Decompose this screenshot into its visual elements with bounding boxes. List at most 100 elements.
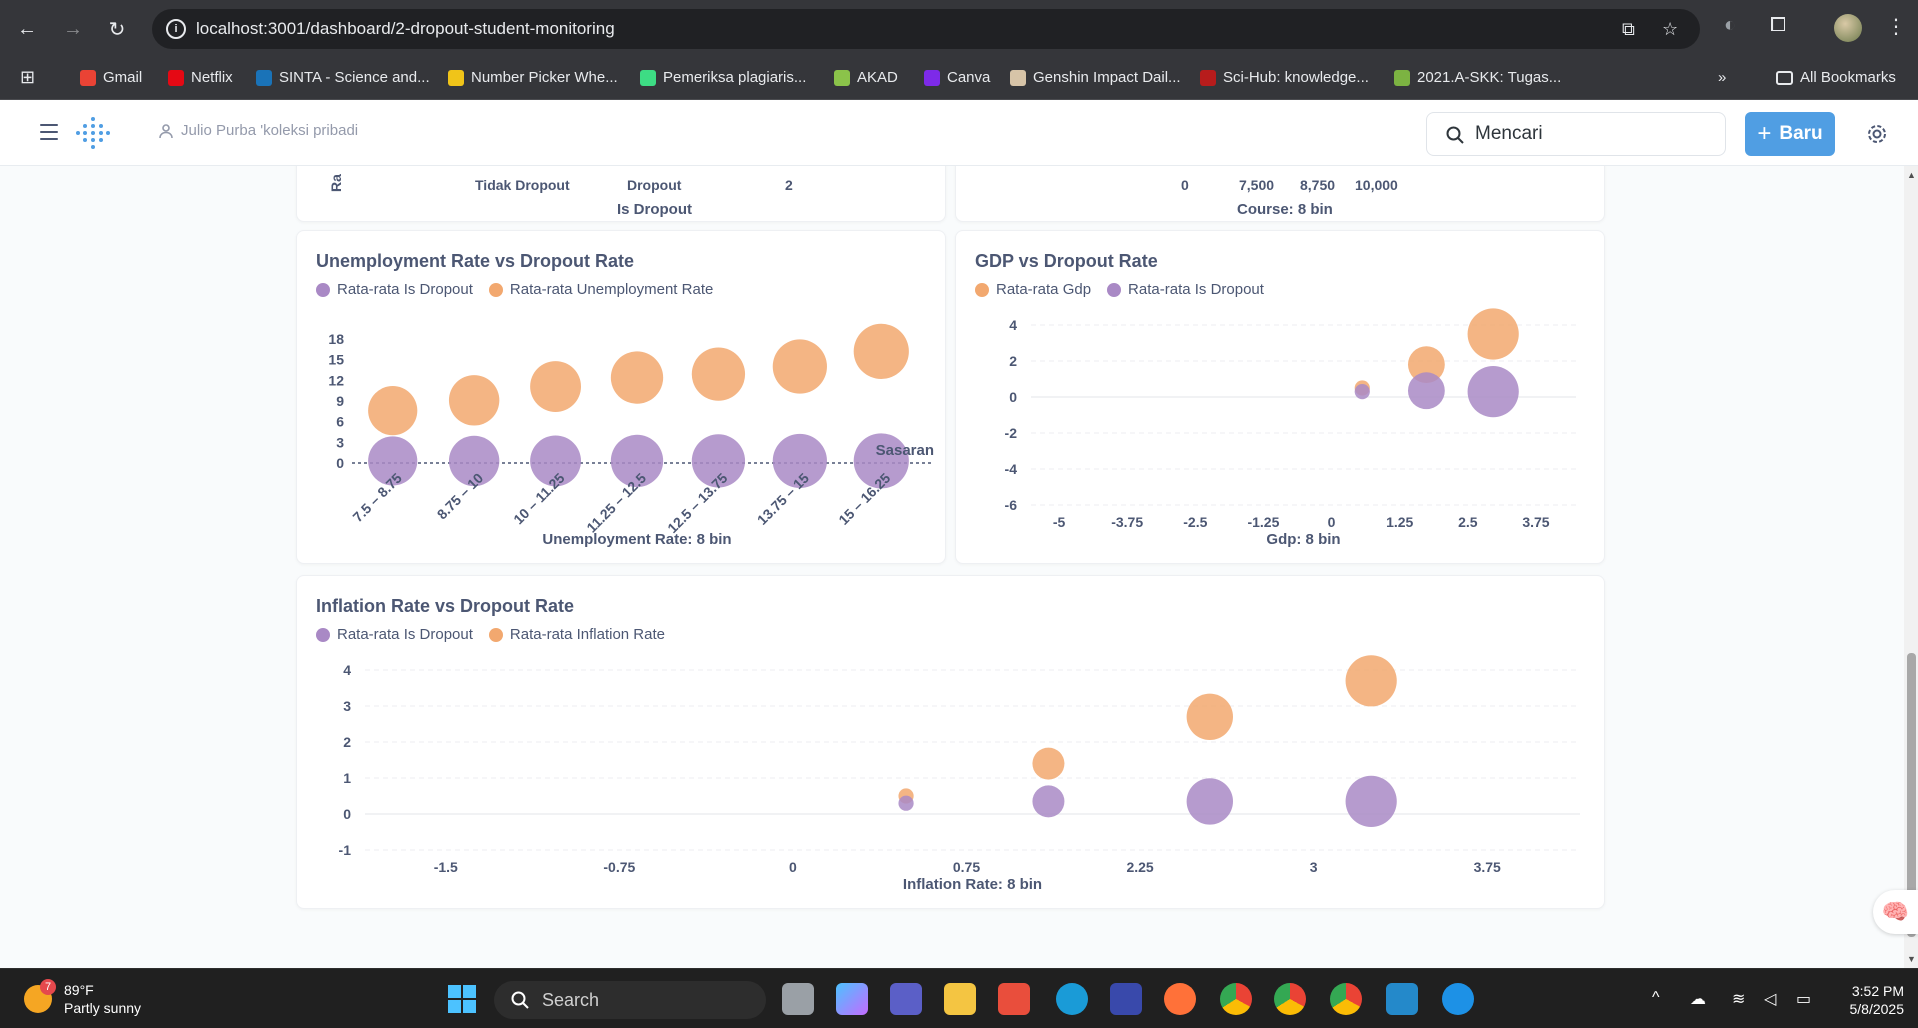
legend-item[interactable]: Rata-rata Inflation Rate — [488, 626, 665, 643]
y-tick-label: 4 — [343, 662, 351, 678]
chart-title[interactable]: GDP vs Dropout Rate — [975, 251, 1158, 271]
legend-item[interactable]: Rata-rata Is Dropout — [316, 626, 473, 643]
bookmark-label: Canva — [947, 69, 991, 86]
bookmark-item[interactable]: 2021.A-SKK: Tugas... — [1394, 69, 1561, 86]
bookmark-favicon-icon — [1200, 69, 1216, 86]
bookmark-item[interactable]: Pemeriksa plagiaris... — [640, 69, 806, 86]
goal-label: Sasaran — [876, 442, 934, 459]
extensions-puzzle-icon[interactable]: ⧠ — [1770, 14, 1786, 36]
bookmark-item[interactable]: AKAD — [834, 69, 898, 86]
file-explorer-icon[interactable] — [944, 983, 976, 1015]
vscode-icon[interactable] — [1386, 983, 1418, 1015]
legend-label: Rata-rata Gdp — [996, 281, 1092, 298]
chart-title[interactable]: Unemployment Rate vs Dropout Rate — [316, 251, 635, 271]
person-icon — [159, 123, 173, 138]
new-button[interactable]: + Baru — [1745, 112, 1835, 156]
gear-icon[interactable] — [1865, 122, 1889, 146]
more-bookmarks-icon[interactable]: » — [1718, 69, 1727, 86]
x-tick-label: -5 — [1053, 514, 1066, 530]
chrome-icon[interactable] — [1274, 983, 1306, 1015]
edge-icon[interactable] — [1056, 983, 1088, 1015]
unemployment-chart-card[interactable]: Unemployment Rate vs Dropout Rate Rata-r… — [296, 230, 946, 564]
search-input[interactable]: Mencari — [1426, 112, 1726, 156]
logo-dot — [99, 131, 103, 135]
onedrive-icon[interactable]: ☁ — [1690, 991, 1706, 1008]
forward-icon[interactable]: → — [63, 17, 83, 40]
copilot-icon[interactable] — [836, 983, 868, 1015]
y-tick-label: 9 — [336, 393, 344, 409]
dashboard-content: Ra Tidak Dropout Dropout 2 Is Dropout 0 … — [0, 166, 1904, 968]
star-icon[interactable]: ☆ — [1662, 19, 1679, 39]
legend-dot — [488, 627, 503, 642]
clock[interactable]: 3:52 PM 5/8/2025 — [1834, 982, 1905, 1018]
wifi-icon[interactable]: ≋ — [1732, 991, 1746, 1008]
bubble-point — [853, 323, 909, 379]
battery-icon[interactable]: ▭ — [1796, 991, 1812, 1008]
x-tick-label: 2.5 — [1458, 514, 1478, 530]
bookmark-item[interactable]: SINTA - Science and... — [256, 69, 430, 86]
legend-label: Rata-rata Inflation Rate — [509, 626, 665, 643]
task-view-icon[interactable] — [782, 983, 814, 1015]
extension-icon[interactable]: ◐ — [1724, 14, 1737, 36]
partial-tick: 8,750 — [1300, 177, 1336, 193]
logo-icon[interactable] — [76, 117, 110, 149]
hamburger-menu-icon[interactable] — [40, 124, 58, 140]
scroll-up-icon[interactable]: ▲ — [1907, 170, 1916, 180]
windows-start-icon[interactable] — [446, 983, 478, 1015]
taskbar-search[interactable]: Search — [494, 981, 766, 1019]
legend-label: Rata-rata Unemployment Rate — [509, 281, 714, 298]
partial-card-right: 0 7,500 8,750 10,000 Course: 8 bin — [955, 166, 1605, 222]
logo-dot — [91, 117, 95, 121]
all-bookmarks[interactable]: All Bookmarks — [1776, 69, 1896, 86]
translate-icon[interactable]: ⧉ — [1622, 19, 1635, 39]
chevron-up-icon[interactable]: ^ — [1652, 989, 1660, 1006]
x-tick-label: -1.5 — [434, 859, 458, 875]
breadcrumb[interactable]: Julio Purba 'koleksi pribadi — [158, 122, 358, 139]
bookmark-favicon-icon — [168, 69, 184, 86]
legend-item[interactable]: Rata-rata Unemployment Rate — [488, 281, 714, 298]
bubble-point — [1467, 308, 1519, 360]
bubble-point — [530, 435, 582, 487]
weather-widget[interactable]: 7 89°F Partly sunny — [24, 979, 141, 1017]
legend-item[interactable]: Rata-rata Is Dropout — [316, 281, 473, 298]
legend-item[interactable]: Rata-rata Is Dropout — [1107, 281, 1264, 298]
volume-icon[interactable]: ◁ — [1764, 991, 1777, 1008]
chart-title[interactable]: Inflation Rate vs Dropout Rate — [316, 596, 575, 616]
legend-item[interactable]: Rata-rata Gdp — [975, 281, 1091, 298]
gdp-chart-card[interactable]: GDP vs Dropout Rate Rata-rata Gdp Rata-r… — [955, 230, 1605, 564]
teams-icon[interactable] — [890, 983, 922, 1015]
scrollbar-thumb[interactable] — [1907, 653, 1916, 937]
site-info-icon[interactable]: i — [166, 19, 186, 39]
address-bar[interactable]: i localhost:3001/dashboard/2-dropout-stu… — [152, 9, 1700, 49]
bookmark-label: SINTA - Science and... — [279, 69, 430, 86]
bubble-point — [853, 433, 909, 489]
store-icon[interactable] — [998, 983, 1030, 1015]
bookmark-item[interactable]: Sci-Hub: knowledge... — [1200, 69, 1369, 86]
apps-grid-icon[interactable]: ⊞ — [20, 67, 36, 87]
y-tick-label: -1 — [339, 842, 352, 858]
menu-kebab-icon[interactable]: ⋮ — [1886, 16, 1906, 38]
x-axis-title: Gdp: 8 bin — [1266, 531, 1340, 548]
chrome-icon[interactable] — [1220, 983, 1252, 1015]
x-tick-label: 3.75 — [1474, 859, 1501, 875]
scroll-down-icon[interactable]: ▼ — [1907, 954, 1916, 964]
docker-icon[interactable] — [1442, 983, 1474, 1015]
bookmark-item[interactable]: Canva — [924, 69, 990, 86]
reload-icon[interactable]: ↻ — [108, 18, 126, 41]
x-tick-label: 2.25 — [1126, 859, 1153, 875]
back-icon[interactable]: ← — [17, 17, 37, 40]
bookmark-item[interactable]: Number Picker Whe... — [448, 69, 618, 86]
app-icon[interactable] — [1110, 983, 1142, 1015]
page-scrollbar[interactable]: ▲ ▼ — [1904, 166, 1918, 968]
bookmark-item[interactable]: Gmail — [80, 69, 142, 86]
firefox-icon[interactable] — [1164, 983, 1196, 1015]
bookmark-item[interactable]: Genshin Impact Dail... — [1010, 69, 1181, 86]
ai-assistant-brain-icon[interactable]: 🧠 — [1873, 890, 1918, 934]
logo-dot — [99, 138, 103, 142]
bookmark-item[interactable]: Netflix — [168, 69, 233, 86]
inflation-chart-card[interactable]: Inflation Rate vs Dropout Rate Rata-rata… — [296, 575, 1605, 909]
bookmark-favicon-icon — [924, 69, 940, 86]
chrome-icon[interactable] — [1330, 983, 1362, 1015]
profile-avatar[interactable] — [1834, 14, 1862, 42]
